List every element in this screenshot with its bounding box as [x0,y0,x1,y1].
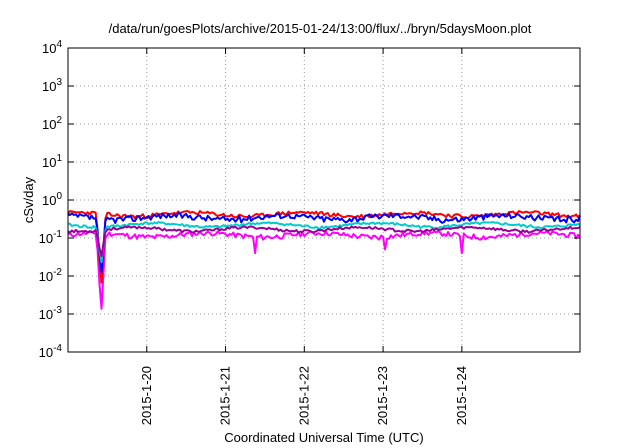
grid-lines [68,48,580,352]
chart-title: /data/run/goesPlots/archive/2015-01-24/1… [109,21,532,36]
y-tick-label: 101 [42,153,62,170]
x-tick-label: 2015-1-24 [454,366,469,425]
y-tick-label: 10-2 [39,267,63,284]
series-line [67,221,581,264]
y-tick-label: 10-3 [39,305,63,322]
y-tick-label: 10-1 [39,229,63,246]
y-tick-label: 104 [42,39,62,56]
y-axis-ticks: 10-4 10-3 10-2 10-1 100 101 102 103 104 [39,39,580,360]
y-tick-label: 100 [42,191,62,208]
y-axis-label: cSv/day [21,176,36,223]
y-tick-label: 10-4 [39,343,63,360]
data-series [67,210,581,310]
series-line [67,230,581,310]
x-axis-label: Coordinated Universal Time (UTC) [224,430,423,445]
series-line [67,210,581,284]
series-line [67,212,581,274]
x-axis-ticks: 2015-1-20 2015-1-21 2015-1-22 2015-1-23 2015… [139,48,469,425]
series-line [67,225,581,258]
y-tick-label: 102 [42,115,62,132]
x-tick-label: 2015-1-22 [296,366,311,425]
x-tick-label: 2015-1-20 [139,366,154,425]
x-tick-label: 2015-1-21 [218,366,233,425]
x-tick-label: 2015-1-23 [375,366,390,425]
y-tick-label: 103 [42,77,62,94]
